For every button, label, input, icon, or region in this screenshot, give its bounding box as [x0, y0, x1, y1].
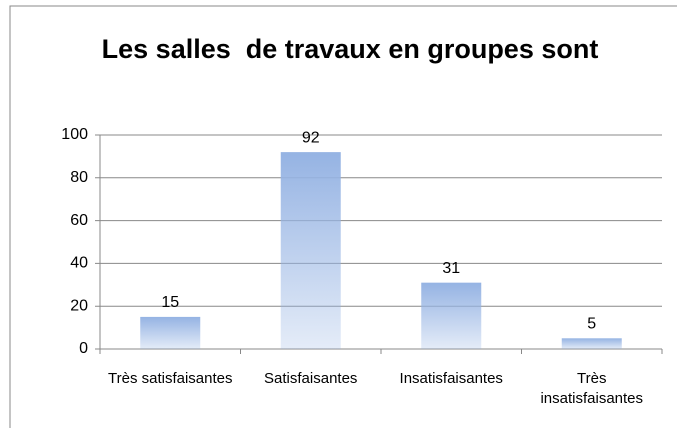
- x-tick-label: Très satisfaisantes: [108, 370, 233, 387]
- bar: [421, 282, 482, 349]
- x-tick-label: Satisfaisantes: [264, 370, 358, 387]
- chart-title: Les salles de travaux en groupes sont: [101, 34, 599, 64]
- bar: [561, 338, 622, 349]
- y-tick-label: 20: [70, 297, 88, 314]
- x-tick-label: Très insatisfaisantes: [540, 370, 644, 407]
- y-tick-label: 100: [61, 126, 88, 143]
- y-tick-label: 80: [70, 169, 88, 186]
- y-tick-label: 40: [70, 255, 88, 272]
- y-tick-label: 0: [79, 340, 88, 357]
- y-tick-label: 60: [70, 212, 88, 229]
- data-label: 5: [587, 316, 596, 333]
- data-label: 92: [302, 129, 320, 146]
- bar: [280, 152, 341, 349]
- bar: [140, 316, 201, 349]
- data-label: 15: [161, 294, 179, 311]
- data-label: 31: [442, 260, 460, 277]
- chart-border: [9, 5, 677, 428]
- x-tick-label: Insatisfaisantes: [399, 370, 503, 387]
